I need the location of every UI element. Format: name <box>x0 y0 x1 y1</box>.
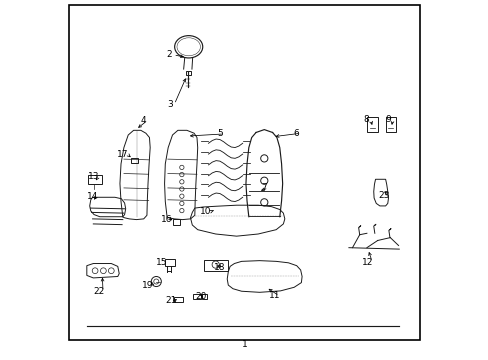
Text: 18: 18 <box>213 263 224 272</box>
Text: 21: 21 <box>164 296 176 305</box>
Text: 7: 7 <box>261 184 266 193</box>
Text: 17: 17 <box>117 150 128 159</box>
Text: 20: 20 <box>195 292 206 301</box>
Text: 9: 9 <box>385 115 390 124</box>
Bar <box>186 71 190 75</box>
Text: 13: 13 <box>88 172 100 181</box>
Text: 14: 14 <box>86 192 98 201</box>
Bar <box>385 117 395 132</box>
Bar <box>164 259 174 266</box>
Text: 8: 8 <box>363 115 368 124</box>
Bar <box>193 294 201 299</box>
Text: 1: 1 <box>241 341 247 349</box>
Bar <box>204 260 227 271</box>
Bar <box>174 297 183 302</box>
Text: 19: 19 <box>142 281 153 289</box>
Bar <box>88 175 102 184</box>
Text: 15: 15 <box>156 258 167 266</box>
Text: 5: 5 <box>217 130 223 139</box>
Bar <box>202 294 207 299</box>
Text: 12: 12 <box>362 258 373 266</box>
Bar <box>172 219 180 225</box>
Text: 6: 6 <box>293 129 299 138</box>
Text: 16: 16 <box>161 215 172 224</box>
Text: 22: 22 <box>93 287 104 296</box>
Text: 2: 2 <box>166 50 171 59</box>
Bar <box>366 117 377 132</box>
Text: 11: 11 <box>269 292 280 300</box>
Text: 3: 3 <box>167 100 172 109</box>
Text: 4: 4 <box>140 116 145 125</box>
Bar <box>131 158 138 163</box>
Text: 23: 23 <box>378 191 389 199</box>
Text: 10: 10 <box>200 207 211 216</box>
